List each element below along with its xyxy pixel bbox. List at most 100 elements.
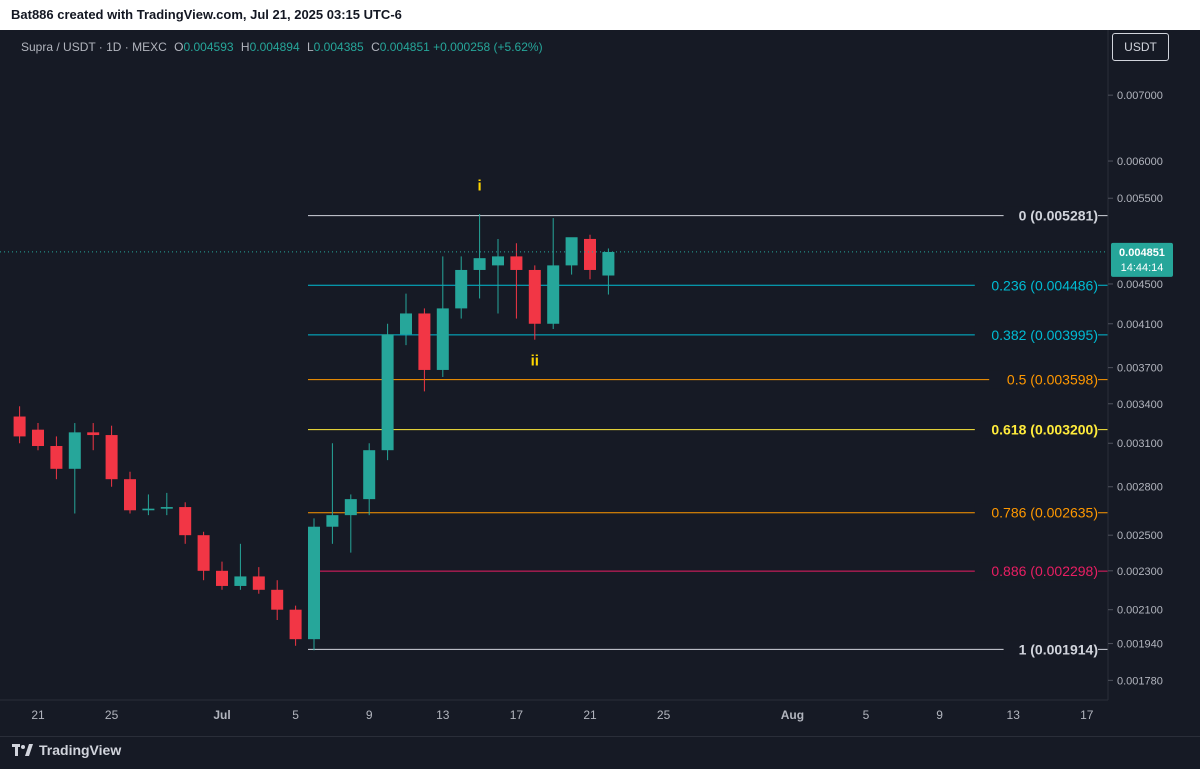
time-tick-label: 25: [105, 708, 119, 722]
high-label: H: [240, 40, 250, 54]
candle: [381, 323, 394, 461]
time-tick-label: 13: [436, 708, 450, 722]
candle: [68, 423, 81, 514]
currency-selector[interactable]: USDT: [1112, 33, 1169, 61]
fib-level-label: 0.886 (0.002298): [991, 563, 1098, 579]
time-tick-label: 9: [936, 708, 943, 722]
candle: [13, 406, 26, 444]
low-label: L: [306, 40, 314, 54]
time-tick-label: Aug: [781, 708, 804, 722]
price-tick-label: 0.003700: [1117, 363, 1163, 375]
price-tick-label: 0.002300: [1117, 566, 1163, 578]
candle-body: [602, 251, 615, 276]
candle: [50, 436, 63, 480]
candle: [344, 494, 357, 553]
candle: [32, 423, 44, 451]
candle-body: [87, 432, 100, 436]
fib-level-label: 1 (0.001914): [1019, 641, 1098, 657]
high-value: 0.004894: [249, 40, 300, 54]
candle-body: [308, 526, 320, 640]
last-price-badge: [1111, 242, 1173, 277]
fib-label-bg: [974, 276, 1098, 295]
open-value: 0.004593: [183, 40, 234, 54]
attribution-bar: Bat886 created with TradingView.com, Jul…: [0, 0, 1200, 30]
price-tick-label: 0.002100: [1117, 605, 1163, 617]
candle-body: [271, 589, 284, 610]
candle-body: [344, 499, 357, 516]
fib-level-label: 0 (0.005281): [1019, 208, 1098, 224]
close-value: 0.004851: [379, 40, 430, 54]
candle-body: [584, 238, 596, 270]
candle-body: [510, 256, 523, 270]
fib-label-bg: [1003, 640, 1098, 659]
candle: [584, 234, 596, 280]
candle-body: [32, 429, 44, 447]
candle-body: [289, 609, 302, 640]
candle-body: [492, 256, 504, 266]
candles: [13, 214, 615, 651]
candle: [455, 256, 468, 319]
fib-label-bg: [989, 370, 1098, 389]
candle-body: [565, 237, 578, 266]
candle-body: [418, 313, 431, 370]
candle-body: [252, 576, 265, 590]
change-value: +0.000258 (+5.62%): [433, 40, 543, 54]
candle: [510, 243, 523, 319]
price-tick-label: 0.006000: [1117, 156, 1163, 168]
price-axis: 0.007000 0.006000 0.005500 0.004500 0.004100…: [1107, 30, 1163, 700]
candle: [271, 580, 284, 620]
candle: [418, 308, 431, 392]
candle: [547, 218, 560, 330]
candle: [197, 531, 210, 581]
fib-label-bg: [974, 562, 1098, 581]
time-tick-label: 9: [366, 708, 373, 722]
fib-level-label: 0.236 (0.004486): [991, 277, 1098, 293]
candle-body: [124, 479, 136, 511]
symbol-label[interactable]: Supra / USDT · 1D · MEXC: [21, 40, 167, 54]
last-price-marker: 0.004851 14:44:14: [0, 242, 1173, 277]
ohlc-legend: Supra / USDT · 1D · MEXC O0.004593 H0.00…: [21, 40, 543, 54]
tradingview-logo[interactable]: TradingView: [12, 740, 121, 760]
time-tick-label: 5: [863, 708, 870, 722]
candle: [124, 471, 136, 514]
time-tick-label: 13: [1007, 708, 1021, 722]
fib-label-bg: [1003, 206, 1098, 225]
candle-body: [160, 507, 173, 509]
candle: [252, 567, 265, 594]
price-tick-label: 0.001780: [1117, 675, 1163, 687]
candle: [87, 423, 100, 451]
candle-body: [528, 269, 541, 324]
candle-body: [363, 450, 376, 500]
candle: [326, 443, 339, 544]
candle: [473, 214, 486, 299]
tradingview-logo-icon: [12, 744, 33, 756]
candle: [565, 237, 578, 275]
time-tick-label: 5: [292, 708, 299, 722]
price-tick-label: 0.003100: [1117, 438, 1163, 450]
fib-label-bg: [974, 325, 1098, 344]
price-tick-label: 0.007000: [1117, 90, 1163, 102]
time-tick-label: 25: [657, 708, 671, 722]
candle: [492, 238, 504, 314]
fib-level-label: 0.618 (0.003200): [991, 422, 1098, 438]
fib-levels: 0 (0.005281) 0.236 (0.004486) 0.382 (0.003…: [308, 206, 1108, 659]
candle-body: [197, 535, 210, 571]
candle-body: [400, 313, 412, 335]
time-tick-label: 17: [510, 708, 524, 722]
candle: [179, 502, 192, 544]
candle: [142, 494, 155, 516]
fib-label-bg: [974, 420, 1098, 439]
open-label: O: [174, 40, 184, 54]
candle-body: [455, 269, 468, 309]
candle-body: [13, 416, 26, 437]
candle: [105, 425, 118, 487]
candle: [436, 256, 449, 377]
candle-body: [234, 576, 247, 586]
price-tick-label: 0.005500: [1117, 193, 1163, 205]
fib-level-label: 0.5 (0.003598): [1007, 372, 1098, 388]
price-tick-label: 0.004100: [1117, 319, 1163, 331]
price-tick-label: 0.003400: [1117, 399, 1163, 411]
candle-body: [179, 507, 192, 536]
close-label: C: [371, 40, 380, 54]
